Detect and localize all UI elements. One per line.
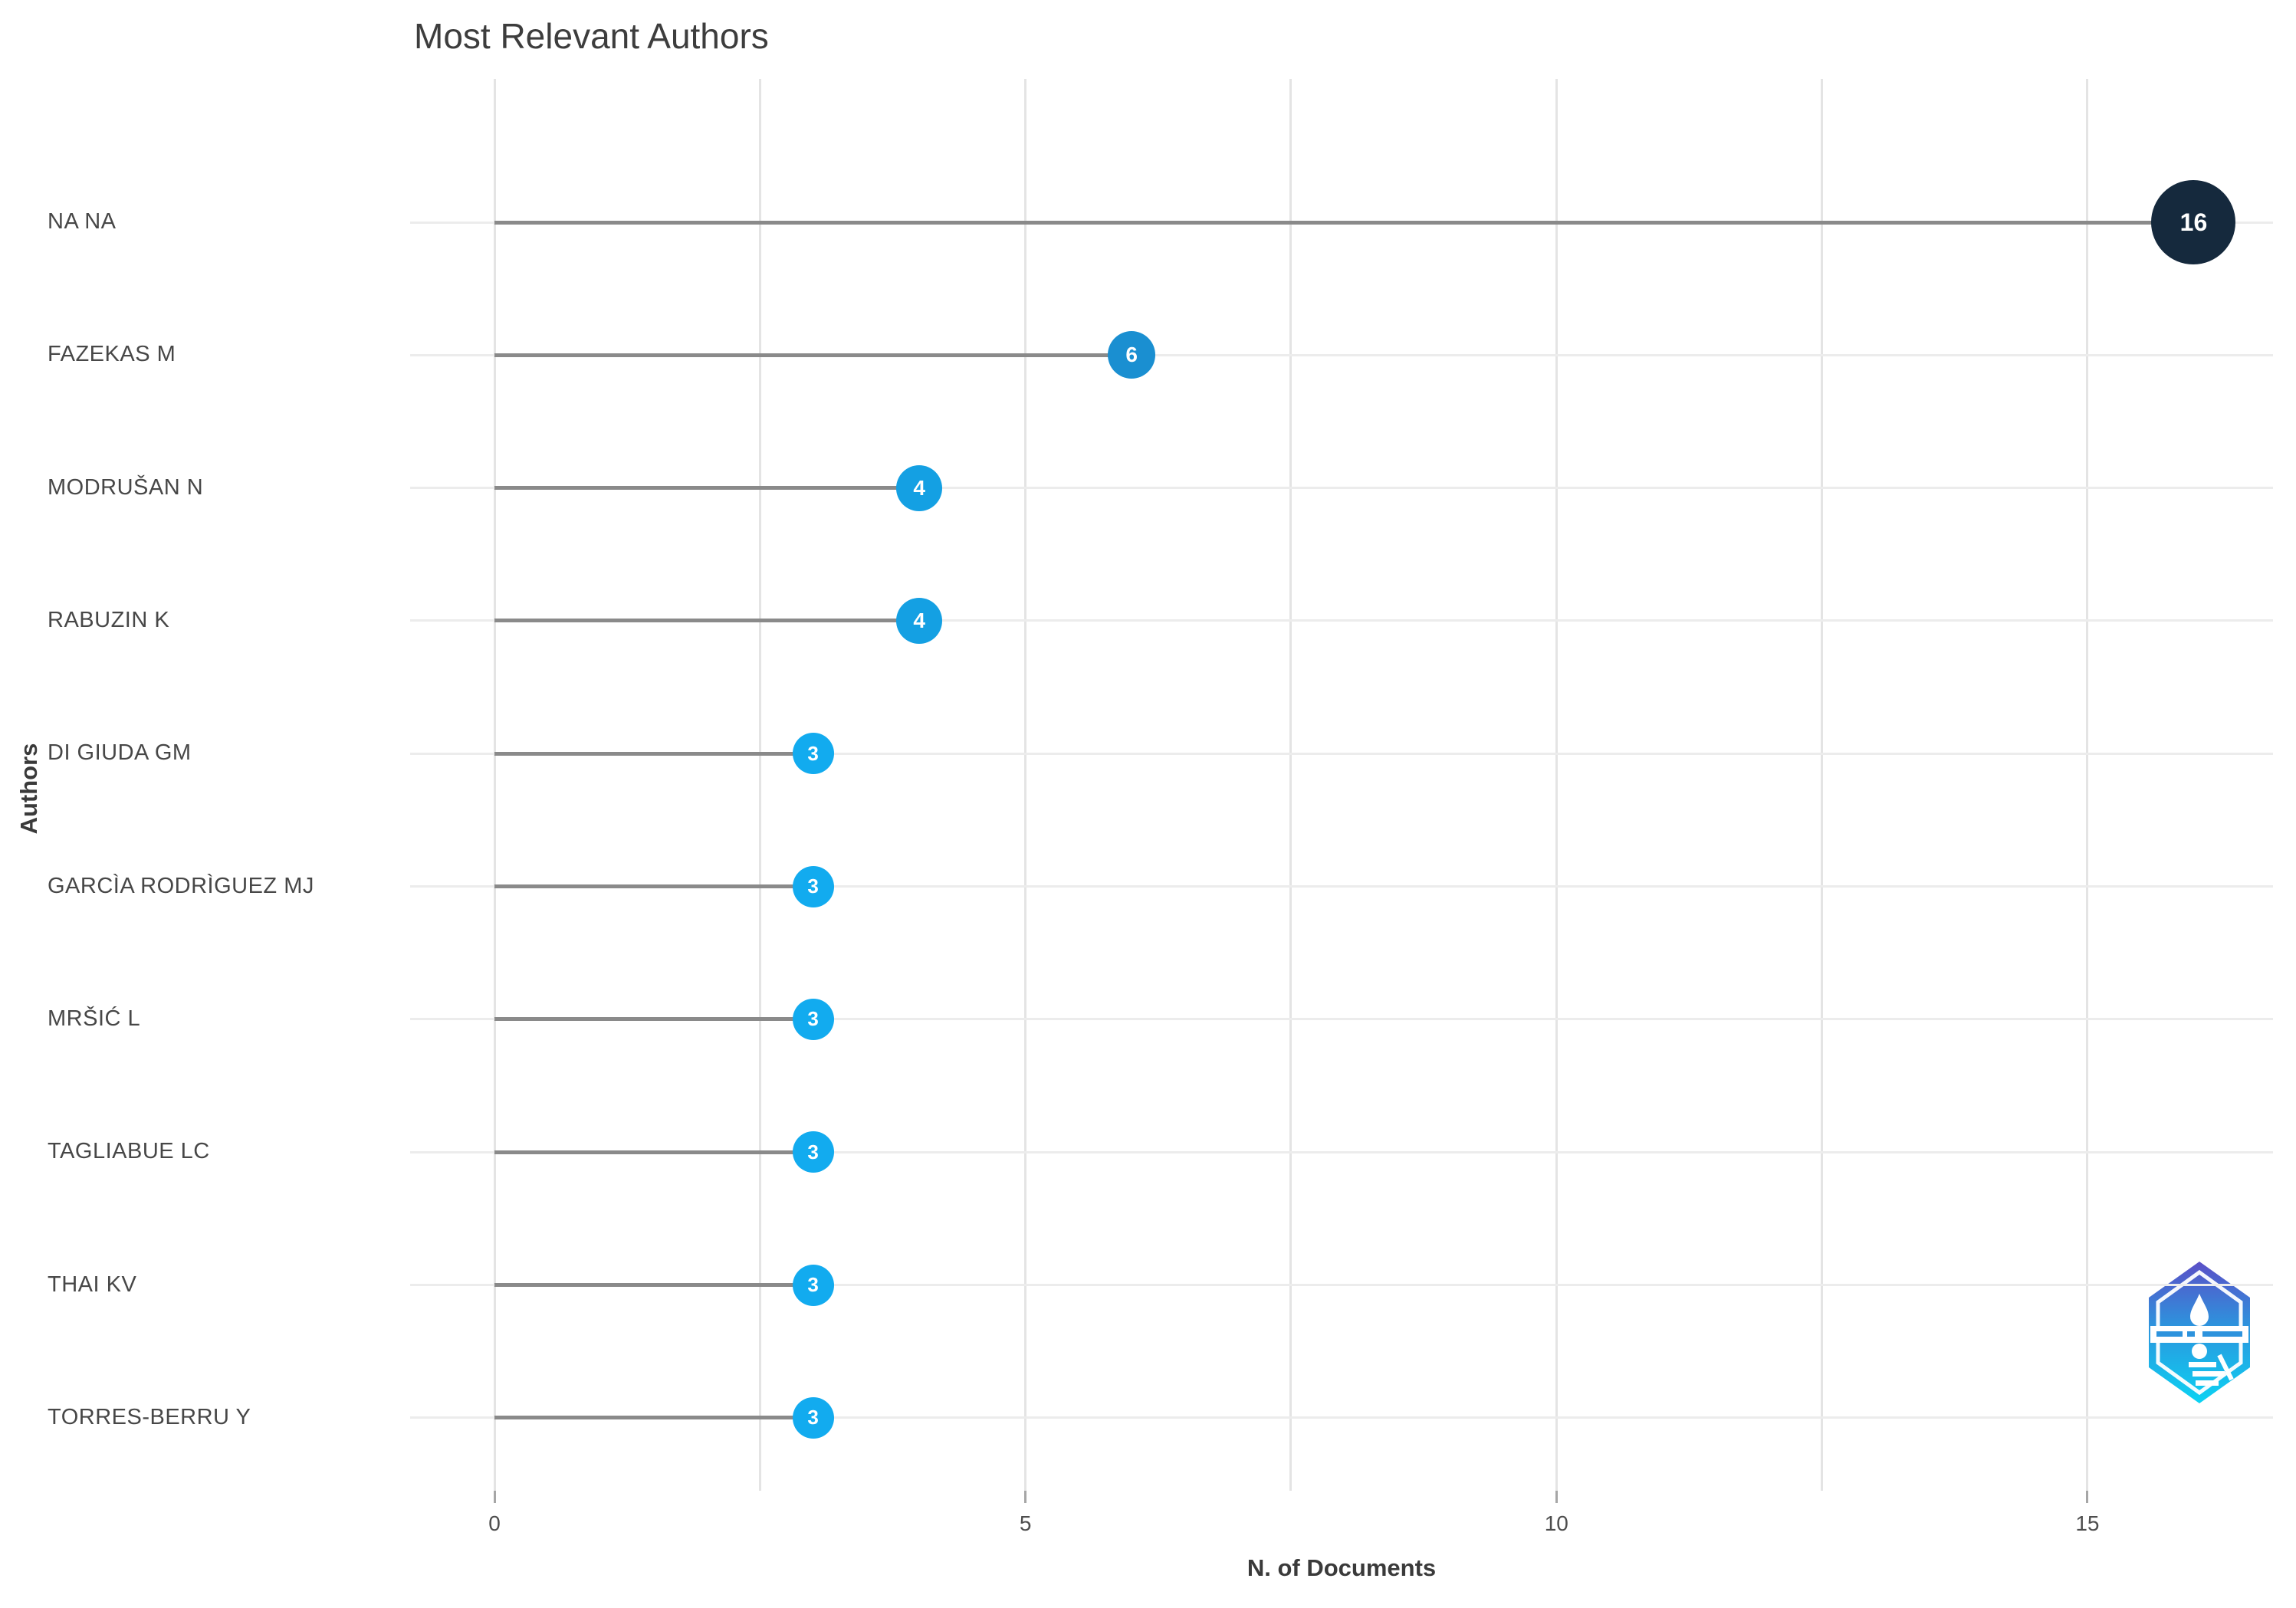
data-point: 3 <box>792 733 834 775</box>
y-axis-title: Authors <box>15 743 42 835</box>
data-point: 4 <box>896 464 943 511</box>
logo-bar <box>2196 1380 2219 1386</box>
y-axis-category-label: FAZEKAS M <box>48 342 176 367</box>
y-axis-category-label: DI GIUDA GM <box>48 740 192 766</box>
logo-stroke <box>2217 1354 2234 1381</box>
logo-band <box>2150 1326 2248 1343</box>
y-axis-category-label: RABUZIN K <box>48 607 170 632</box>
data-point: 16 <box>2151 180 2236 264</box>
data-point: 3 <box>792 1264 834 1306</box>
vertical-gridline <box>493 79 496 1491</box>
plot-panel <box>410 79 2273 1491</box>
data-point: 3 <box>792 865 834 907</box>
logo-bar <box>2189 1362 2216 1367</box>
y-axis-category-label: GARCÌA RODRÌGUEZ MJ <box>48 873 314 898</box>
row-gridline <box>410 1284 2273 1287</box>
vertical-gridline <box>2086 79 2089 1491</box>
row-gridline <box>410 487 2273 490</box>
logo-droplet <box>2190 1294 2209 1326</box>
lollipop-stem <box>494 1416 813 1420</box>
lollipop-stem <box>494 1150 813 1154</box>
vertical-gridline <box>1289 79 1293 1491</box>
data-point: 6 <box>1108 331 1156 379</box>
vertical-gridline <box>758 79 761 1491</box>
data-point-label: 3 <box>807 1406 819 1429</box>
data-point-label: 16 <box>2179 208 2208 236</box>
vertical-gridline <box>1024 79 1027 1491</box>
logo-band-mark <box>2156 1331 2183 1337</box>
x-axis-tick-label: 0 <box>488 1511 501 1535</box>
x-axis-tick-mark <box>1555 1491 1558 1503</box>
chart-title: Most Relevant Authors <box>414 16 769 56</box>
lollipop-stem <box>494 1283 813 1288</box>
logo-band-mark <box>2202 1331 2242 1337</box>
y-axis-category-label: MRŠIĆ L <box>48 1006 141 1031</box>
x-axis-tick-label: 10 <box>1544 1511 1568 1535</box>
x-axis-tick-label: 15 <box>2075 1511 2100 1535</box>
x-axis-tick-label: 5 <box>1019 1511 1032 1535</box>
row-gridline <box>410 1150 2273 1153</box>
y-axis-category-label: THAI KV <box>48 1272 137 1297</box>
data-point-label: 6 <box>1125 343 1138 367</box>
data-point-label: 4 <box>913 608 925 632</box>
data-point: 3 <box>792 1396 834 1439</box>
logo-blob <box>2192 1344 2207 1359</box>
data-point-label: 3 <box>807 1007 819 1031</box>
row-gridline <box>410 353 2273 356</box>
lollipop-stem <box>494 619 920 623</box>
lollipop-stem <box>494 751 813 756</box>
data-point: 3 <box>792 1131 834 1173</box>
row-gridline <box>410 752 2273 755</box>
row-gridline <box>410 885 2273 888</box>
x-axis-tick-mark <box>493 1491 496 1503</box>
y-axis-category-label: NA NA <box>48 209 117 234</box>
row-gridline <box>410 1018 2273 1021</box>
y-axis-category-label: TAGLIABUE LC <box>48 1139 210 1164</box>
data-point-label: 3 <box>807 741 819 765</box>
data-point: 3 <box>792 998 834 1040</box>
logo-band-mark <box>2187 1331 2195 1337</box>
lollipop-stem <box>494 353 1132 357</box>
lollipop-stem <box>494 220 2194 225</box>
x-axis-tick-mark <box>2086 1491 2089 1503</box>
logo-inner-hexagon <box>2156 1269 2243 1396</box>
data-point-label: 3 <box>807 875 819 898</box>
y-axis-category-label: MODRUŠAN N <box>48 474 204 500</box>
vertical-gridline <box>1821 79 1824 1491</box>
y-axis-category-label: TORRES-BERRU Y <box>48 1404 251 1429</box>
vertical-gridline <box>1555 79 1558 1491</box>
lollipop-stem <box>494 1017 813 1022</box>
row-gridline <box>410 619 2273 622</box>
data-point: 4 <box>896 597 943 644</box>
logo-bar <box>2193 1371 2225 1377</box>
x-axis-title: N. of Documents <box>1247 1554 1437 1581</box>
lollipop-stem <box>494 486 920 491</box>
bibliometrix-logo <box>2149 1262 2250 1403</box>
data-point-label: 3 <box>807 1273 819 1297</box>
lollipop-stem <box>494 884 813 889</box>
row-gridline <box>410 1416 2273 1419</box>
data-point-label: 4 <box>913 475 925 500</box>
data-point-label: 3 <box>807 1140 819 1163</box>
x-axis-tick-mark <box>1024 1491 1027 1503</box>
